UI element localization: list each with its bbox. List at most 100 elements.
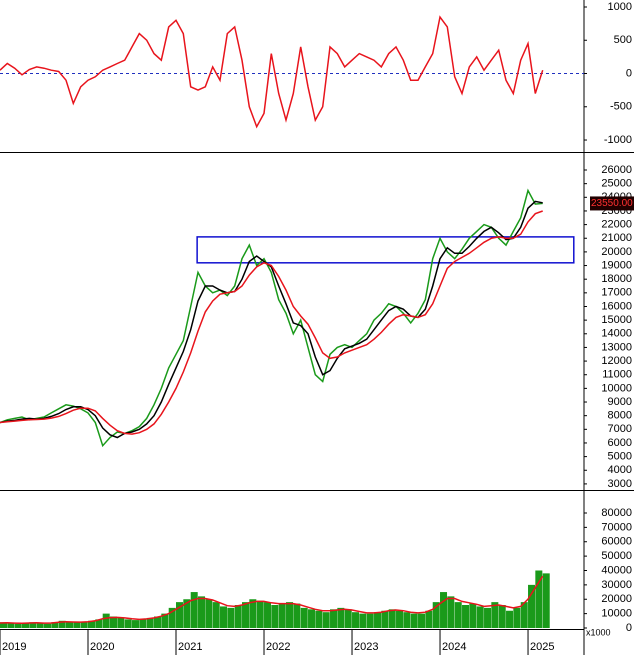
volume-bar (388, 609, 396, 628)
volume-bar (176, 602, 184, 628)
y-tick-label: -1000 (604, 134, 632, 146)
volume-bar (271, 604, 279, 628)
y-tick-label: 14000 (601, 328, 632, 340)
volume-bar (330, 609, 338, 628)
volume-bar (454, 602, 462, 628)
series-line (0, 200, 543, 439)
x-tick-label: 2020 (90, 641, 114, 653)
volume-bar (198, 596, 206, 628)
volume-bar (344, 609, 352, 628)
volume-bar (425, 610, 433, 628)
volume-bar (322, 612, 330, 628)
y-tick-label: 3000 (608, 478, 632, 490)
volume-bar (58, 620, 66, 628)
volume-bar (154, 616, 162, 628)
volume-bar (396, 610, 404, 628)
y-tick-label: 50000 (601, 550, 632, 562)
x-tick-label: 2022 (266, 641, 290, 653)
series-line (0, 188, 543, 448)
y-tick-label: 10000 (601, 608, 632, 620)
series-line (0, 210, 543, 435)
volume-bar (66, 621, 74, 628)
volume-bar (469, 603, 477, 628)
y-tick-label: -500 (610, 101, 632, 113)
volume-bar (520, 602, 528, 628)
x-tick-label: 2024 (442, 641, 466, 653)
x-tick-label: 2025 (530, 641, 554, 653)
y-tick-label: 17000 (601, 287, 632, 299)
volume-bar (95, 619, 103, 628)
volume-bar (242, 602, 250, 628)
volume-bar (374, 612, 382, 628)
volume-bar (80, 622, 88, 628)
y-tick-label: 30000 (601, 579, 632, 591)
y-tick-label: 11000 (602, 369, 632, 381)
volume-bar (14, 623, 22, 628)
y-tick-label: 8000 (608, 410, 632, 422)
y-tick-label: 10000 (601, 382, 632, 394)
series-line (0, 15, 544, 129)
volume-bar (381, 610, 389, 628)
series-line (0, 575, 544, 625)
volume-bar (352, 612, 360, 628)
y-tick-label: 9000 (608, 396, 632, 408)
y-tick-label: 7000 (608, 423, 632, 435)
volume-bar (293, 603, 301, 628)
y-tick-label: 1000 (608, 1, 632, 13)
volume-bar (146, 617, 154, 628)
volume-bar (36, 622, 44, 628)
volume-bar (286, 602, 294, 628)
volume-bar (117, 617, 125, 628)
volume-bar (300, 607, 308, 628)
y-tick-label: 500 (614, 34, 632, 46)
volume-bar (205, 599, 213, 628)
y-tick-label: 21000 (601, 232, 632, 244)
y-tick-label: 5000 (608, 451, 632, 463)
y-tick-label: 0 (626, 622, 632, 634)
volume-bar (29, 622, 37, 628)
volume-bar (110, 616, 118, 628)
volume-bar (513, 607, 521, 628)
volume-bar (139, 619, 147, 628)
y-tick-label: 18000 (601, 273, 632, 285)
y-tick-label: 6000 (608, 437, 632, 449)
volume-bar (308, 609, 316, 628)
volume-bar (256, 600, 264, 628)
volume-bar (359, 613, 367, 628)
y-tick-label: 15000 (601, 314, 632, 326)
volume-bar (161, 613, 169, 628)
y-tick-label: 13000 (601, 341, 632, 353)
volume-bar (0, 622, 7, 628)
y-tick-label: 25000 (601, 178, 632, 190)
unit-label: x1000 (586, 627, 611, 637)
price-tag-label: 23550.00 (591, 198, 633, 209)
x-tick-label: 2019 (2, 641, 26, 653)
volume-bar (278, 603, 286, 628)
volume-bar (227, 607, 235, 628)
volume-bar (491, 602, 499, 628)
y-tick-label: 26000 (601, 164, 632, 176)
y-tick-label: 16000 (601, 300, 632, 312)
volume-bar (337, 607, 345, 628)
volume-bar (366, 613, 374, 628)
volume-bar (462, 604, 470, 628)
volume-bar (124, 619, 132, 628)
volume-bar (220, 606, 228, 628)
volume-bar (535, 570, 543, 628)
volume-bar (73, 622, 81, 628)
price-tag (590, 196, 634, 211)
volume-bar (403, 612, 411, 628)
y-tick-label: 60000 (601, 536, 632, 548)
volume-bar (249, 599, 257, 628)
y-tick-label: 20000 (601, 593, 632, 605)
x-tick-label: 2023 (354, 641, 378, 653)
y-tick-label: 80000 (601, 507, 632, 519)
volume-bar (234, 604, 242, 628)
volume-bar (432, 602, 440, 628)
y-tick-label: 20000 (601, 246, 632, 258)
volume-bar (212, 602, 220, 628)
volume-bar (51, 622, 59, 628)
volume-bar (190, 592, 198, 628)
